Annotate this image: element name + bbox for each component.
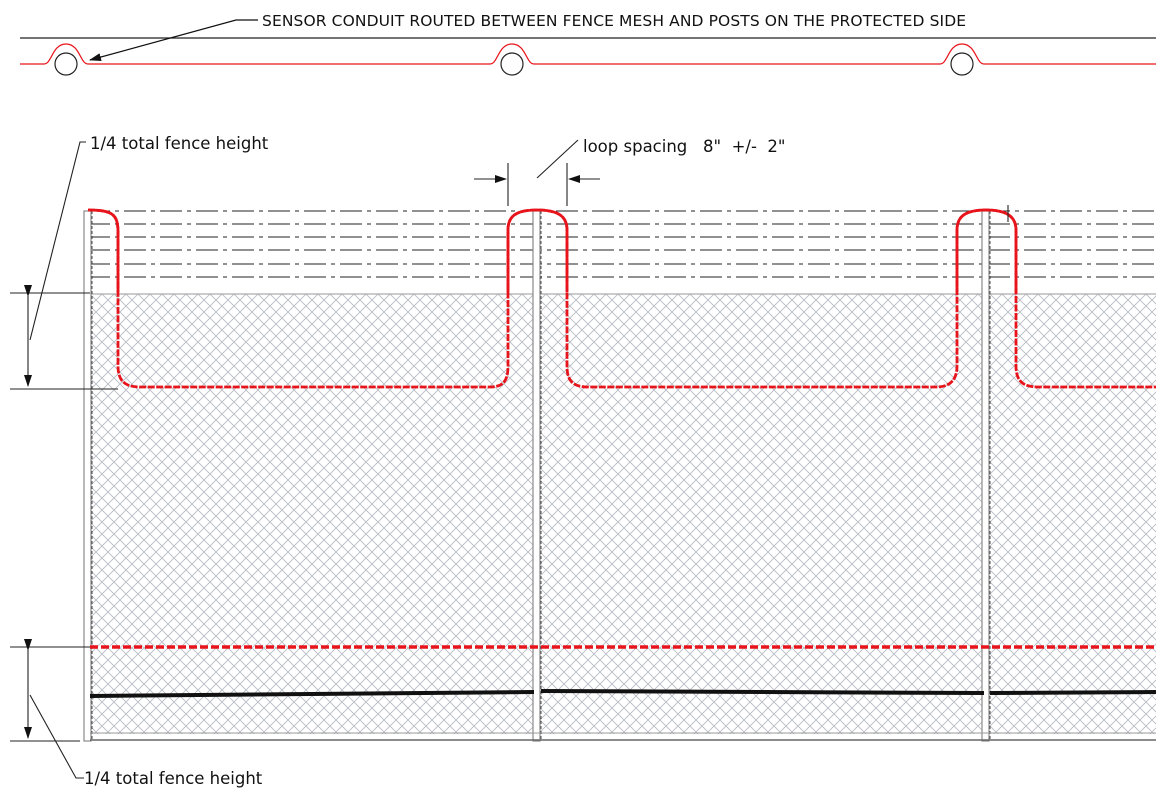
loop-spacing-label: loop spacing 8" +/- 2" [583,137,786,156]
plan-sensor-conduit [20,43,1156,65]
lower-dimension-label: 1/4 total fence height [84,769,263,788]
fence-mesh [90,294,1156,734]
plan-post-1 [54,52,78,76]
upper-dimension-label: 1/4 total fence height [90,134,269,153]
fence-post-3 [981,210,990,742]
plan-post-3 [950,52,974,76]
plan-view: SENSOR CONDUIT ROUTED BETWEEN FENCE MESH… [20,12,1156,76]
bottom-tension-wire [89,689,1156,698]
lower-dimension [10,639,90,779]
elevation-view: 1/4 total fence height loop spacing 8" +… [10,134,1156,788]
conduit-leader-line [89,19,258,61]
fence-post-1 [83,210,92,742]
loop-spacing-dimension [474,139,1009,222]
plan-post-2 [500,52,524,76]
conduit-callout-label: SENSOR CONDUIT ROUTED BETWEEN FENCE MESH… [262,12,966,30]
top-dashed-lines [88,210,1156,278]
fence-post-2 [532,210,541,742]
upper-dimension [10,141,118,390]
